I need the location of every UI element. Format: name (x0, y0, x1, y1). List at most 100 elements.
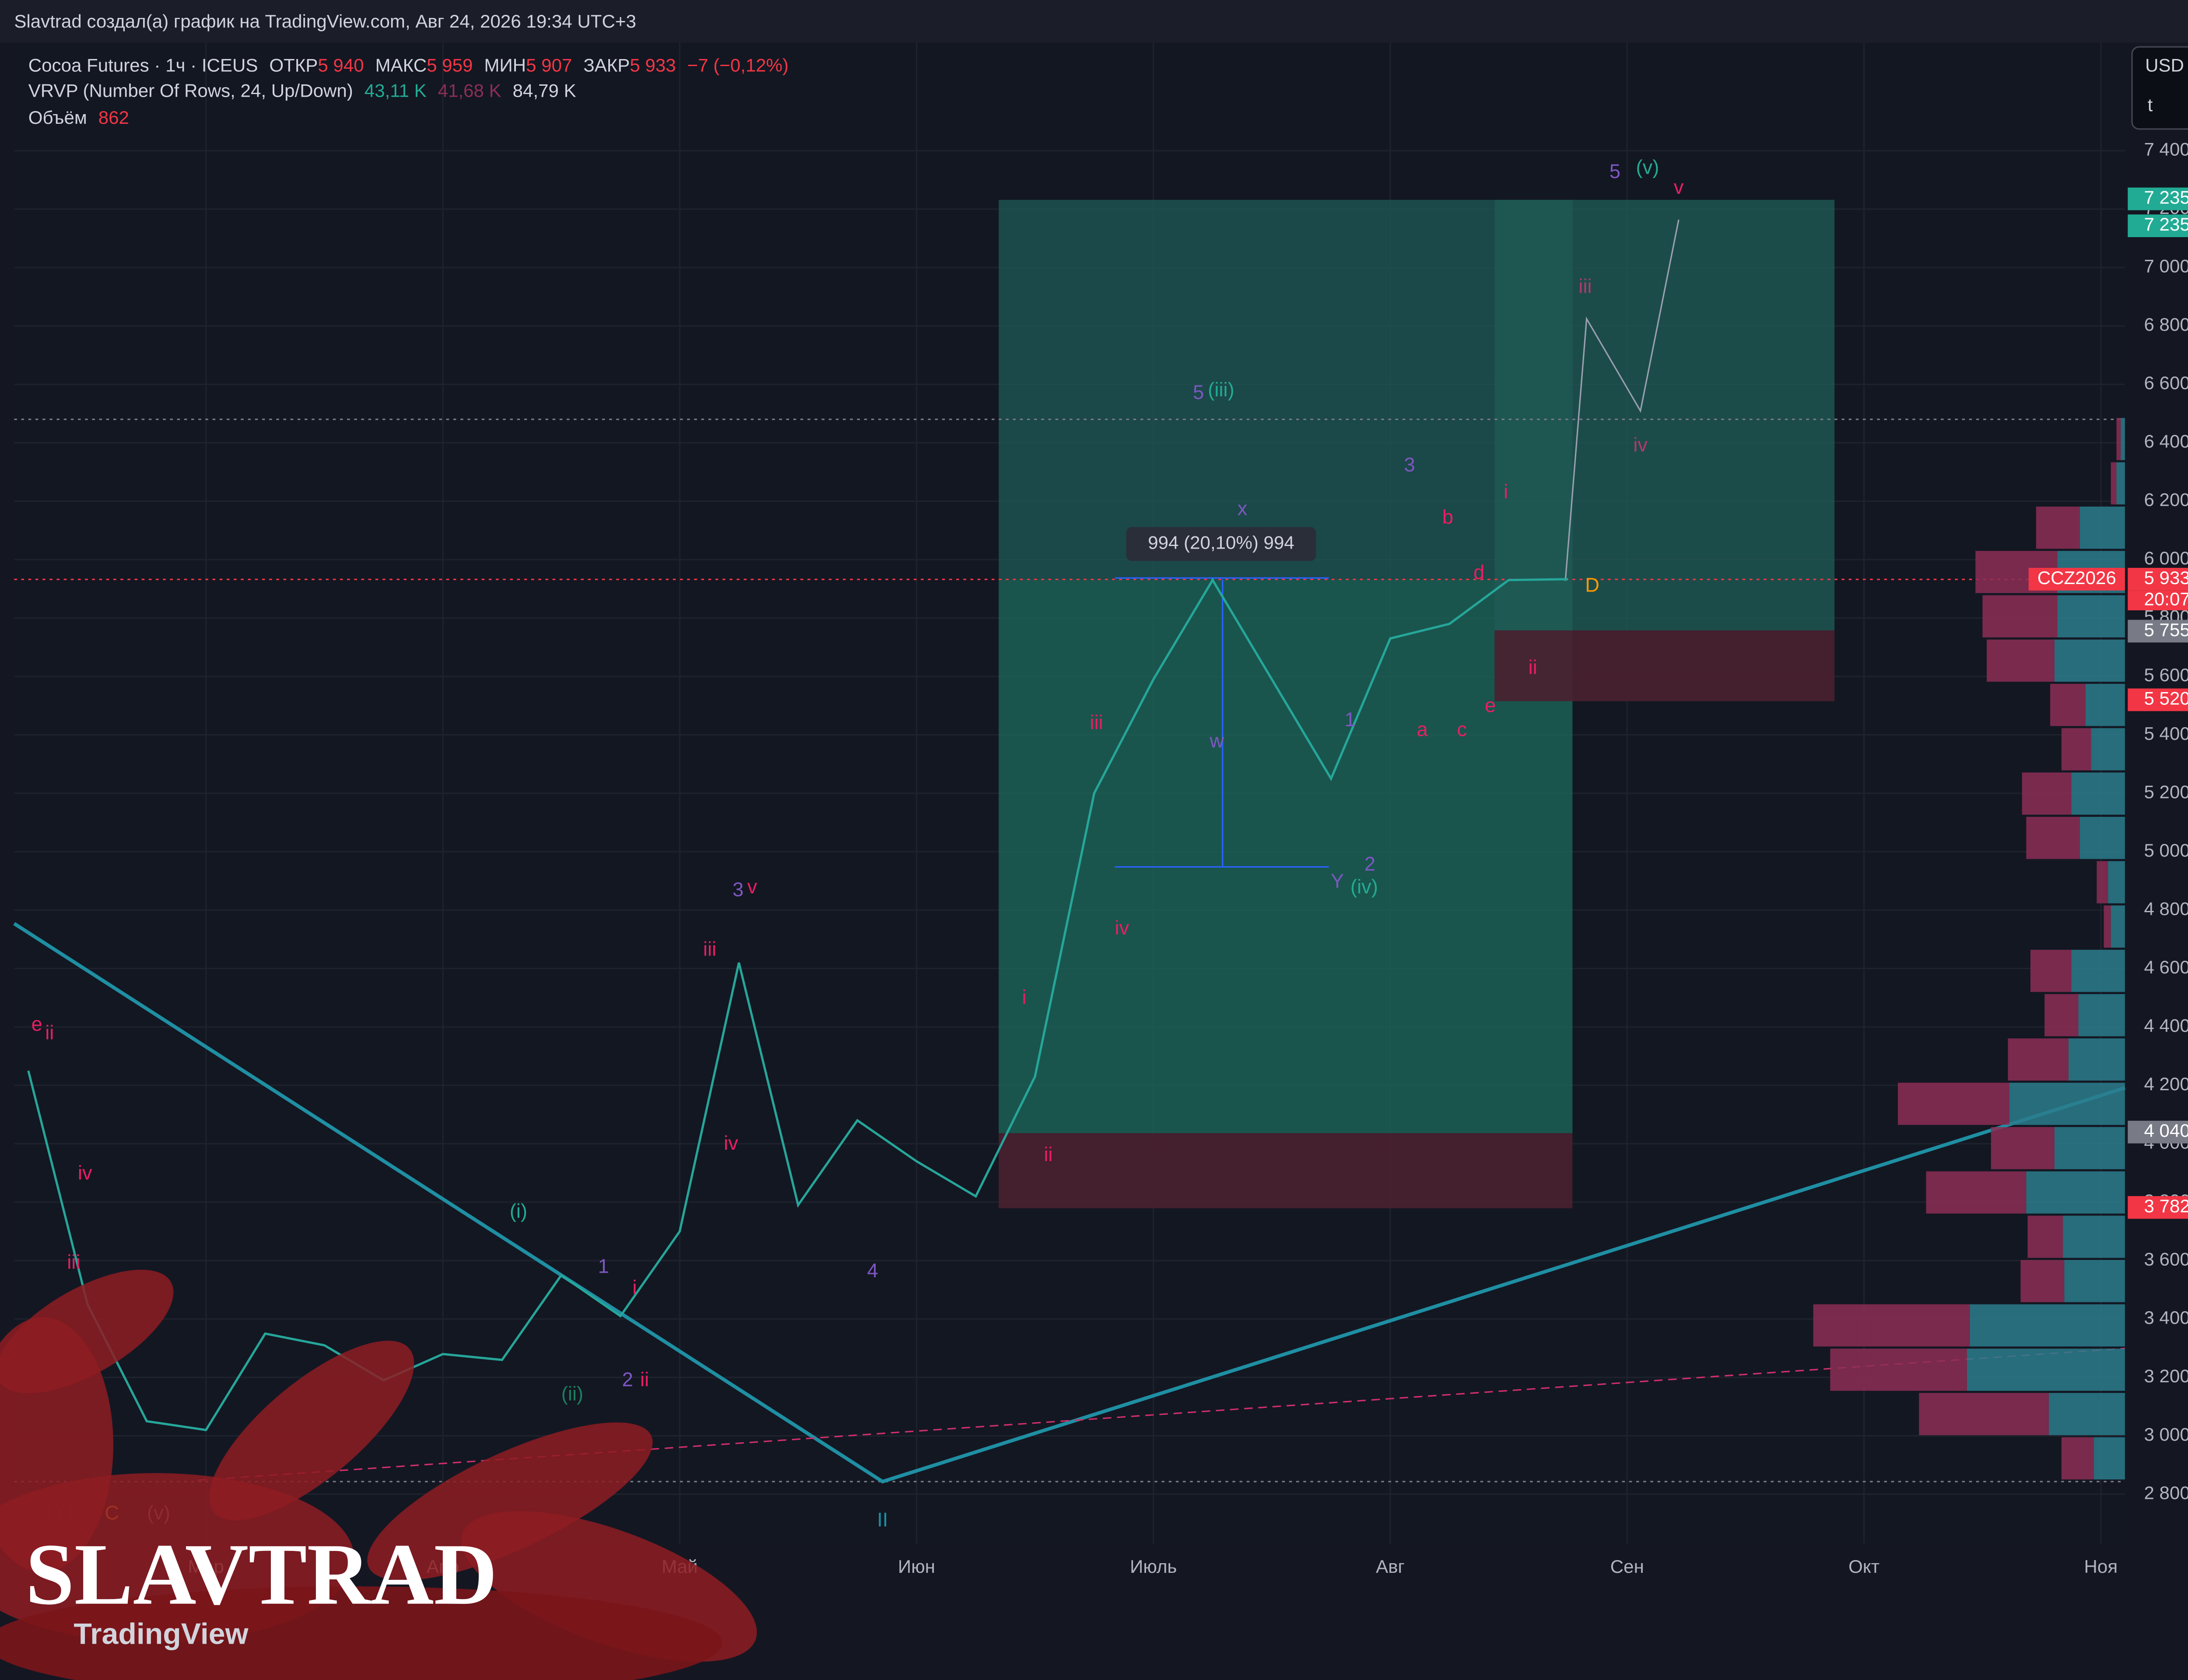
price-tag-label: 5 520 (2144, 688, 2188, 709)
leaf (209, 1340, 414, 1521)
y-tick-label: 3 600 (2144, 1249, 2188, 1269)
vrvp-down (2030, 949, 2072, 992)
vrvp-down (1991, 1127, 2055, 1169)
currency[interactable]: USD (2145, 55, 2184, 76)
indicator-name: Объём (28, 107, 87, 128)
vrvp-up (2091, 728, 2125, 770)
vrvp-up (2054, 1127, 2125, 1169)
indicator-value: 43,11 K (365, 80, 427, 101)
vrvp-up (2071, 772, 2125, 815)
currency-button[interactable] (2131, 46, 2188, 130)
ohlc-value: 5 907 (526, 55, 572, 76)
ohlc-value: 5 933 (630, 55, 676, 76)
wave-label: ii (640, 1368, 649, 1391)
vrvp-down (2022, 772, 2072, 815)
wave-label: d (1473, 561, 1484, 583)
vrvp-up (2079, 816, 2125, 859)
legend-volume: Объём 862 (28, 107, 129, 128)
stop-zone (1494, 630, 1835, 701)
projection (1564, 219, 1680, 581)
symbol-tag (2028, 567, 2125, 591)
indicator-value: 41,68 K (438, 80, 501, 101)
y-tick-label: 6 800 (2144, 314, 2188, 335)
countdown-tag (2128, 590, 2188, 611)
wave-label: II (877, 1508, 888, 1531)
brand: SLAVTRAD (25, 1526, 497, 1623)
wave-label: (iv) (1350, 875, 1378, 898)
vrvp-down (2116, 418, 2121, 460)
x-tick-label: Ноя (2084, 1556, 2118, 1577)
wave-label: iv (78, 1162, 92, 1184)
price-tag-label: 7 235 (2144, 187, 2188, 208)
wave-label: iii (67, 1251, 80, 1273)
vrvp-down (2026, 816, 2080, 859)
wave-label: 4 (867, 1259, 878, 1281)
top-bar (0, 0, 2188, 43)
target-zone (999, 200, 1573, 580)
wave-label: 1 (598, 1255, 609, 1278)
vrvp-down (2097, 861, 2108, 903)
leaf (0, 1317, 113, 1572)
indicator-value: 862 (98, 107, 129, 128)
wave-label: c (1457, 718, 1467, 741)
y-tick-label: 5 400 (2144, 723, 2188, 744)
wave-label: 3 (733, 878, 743, 901)
wave-label: a (1417, 718, 1428, 741)
y-tick-label: 4 400 (2144, 1015, 2188, 1036)
vrvp-up (2054, 639, 2125, 682)
watermark: SLAVTRAD TradingView (0, 1270, 757, 1680)
ohlc-value: 5 940 (318, 55, 364, 76)
wave-label: e (32, 1013, 42, 1035)
vrvp-down (2008, 1038, 2069, 1081)
wave-label: iii (1090, 711, 1103, 734)
x-tick-label: Окт (1848, 1556, 1879, 1577)
vrvp-down (2027, 1215, 2063, 1258)
vrvp-up (2026, 1171, 2125, 1214)
ohlc-label: ЗАКР (583, 55, 630, 76)
wave-label: v (1674, 176, 1684, 198)
trend-line (13, 922, 2126, 1484)
target-zone (999, 579, 1573, 1134)
wave-label: i (1504, 480, 1508, 503)
legend-vrvp: VRVP (Number Of Rows, 24, Up/Down) 43,11 … (28, 80, 576, 101)
y-tick-label: 7 400 (2144, 139, 2188, 160)
change: −7 (−0,12%) (687, 55, 789, 76)
measure-label: 994 (20,10%) 994 (1148, 532, 1294, 553)
vrvp-up (2108, 861, 2125, 903)
y-tick-label: 5 000 (2144, 840, 2188, 861)
vrvp-down (2111, 462, 2117, 505)
vrvp-down (2061, 1437, 2094, 1480)
indicator-value: 84,79 K (513, 80, 576, 101)
y-tick-label: 3 200 (2144, 1365, 2188, 1386)
vrvp-up (2111, 905, 2125, 948)
y-tick-label: 5 600 (2144, 665, 2188, 685)
vrvp-down (2044, 994, 2079, 1036)
vrvp-up (2048, 1393, 2125, 1435)
wave-label: iii (1578, 275, 1592, 297)
price-tag (2128, 214, 2188, 238)
currency-unit[interactable]: t (2148, 94, 2153, 115)
vrvp-up (2093, 1437, 2125, 1480)
price-tag-label: 5 933 (2144, 567, 2188, 588)
y-tick-label: 7 000 (2144, 256, 2188, 276)
x-tick-label: Авг (1376, 1556, 1405, 1577)
leaf (0, 1586, 722, 1680)
y-tick-label: 6 200 (2144, 490, 2188, 510)
price-tag-label: 4 040 (2144, 1120, 2188, 1141)
x-tick-label: Июн (898, 1556, 935, 1577)
logo: TradingView (74, 1617, 248, 1650)
x-tick-label: Июль (1130, 1556, 1177, 1577)
wave-label: v (747, 875, 757, 898)
wave-label: (iii) (1208, 378, 1234, 401)
trend-line (198, 1348, 2125, 1481)
y-tick-label: 2 800 (2144, 1483, 2188, 1503)
wave-label: ii (45, 1021, 54, 1043)
price-tag-label: 7 235 (2144, 214, 2188, 234)
vrvp-up (2071, 949, 2125, 992)
wave-label: 2 (622, 1368, 633, 1391)
wave-label: iv (1115, 917, 1129, 939)
legend-main: Cocoa Futures · 1ч · ICEUS ОТКР5 940 МАКС5… (28, 55, 789, 76)
vrvp-down (1982, 595, 2058, 637)
symbol-tag-label: CCZ2026 (2037, 567, 2116, 588)
